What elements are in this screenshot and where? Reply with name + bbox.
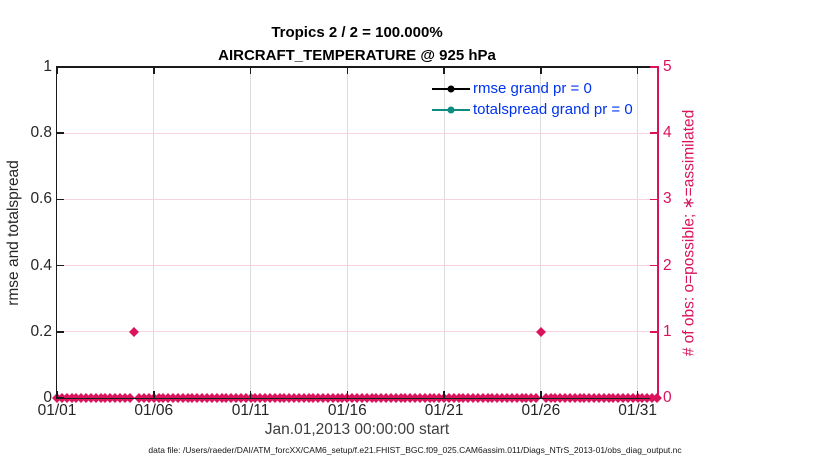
legend-marker-dot bbox=[447, 106, 455, 113]
plot-title-line1: Tropics 2 / 2 = 100.000% bbox=[271, 24, 443, 41]
legend-entry: totalspread grand pr = 0 bbox=[432, 99, 633, 120]
left-spine bbox=[55, 66, 58, 399]
right-tick-label: 0 bbox=[663, 389, 672, 406]
top-tick bbox=[636, 67, 639, 74]
top-tick bbox=[56, 67, 58, 74]
obs-marker bbox=[129, 326, 140, 337]
x-tick-label: 01/16 bbox=[327, 402, 367, 419]
right-tick-label: 4 bbox=[663, 124, 672, 142]
left-tick-label: 0.2 bbox=[30, 322, 52, 340]
top-tick bbox=[443, 67, 445, 74]
right-tick bbox=[650, 198, 657, 201]
x-gridline bbox=[346, 67, 348, 398]
left-tick-label: 1 bbox=[43, 58, 52, 75]
legend-entry-label: totalspread grand pr = 0 bbox=[473, 101, 633, 118]
left-tick-label: 0 bbox=[43, 389, 52, 406]
left-tick-label: 0.4 bbox=[30, 256, 52, 274]
left-tick bbox=[57, 132, 64, 134]
plot-area: rmse grand pr = 0 totalspread grand pr = … bbox=[52, 67, 662, 403]
legend: rmse grand pr = 0 totalspread grand pr = … bbox=[432, 78, 633, 120]
x-gridline bbox=[540, 67, 542, 398]
right-spine bbox=[657, 66, 659, 399]
x-tick-label: 01/11 bbox=[231, 402, 270, 419]
x-gridline bbox=[153, 67, 155, 398]
top-tick bbox=[153, 67, 155, 74]
obs-gridline bbox=[57, 331, 657, 333]
bottom-tick bbox=[540, 391, 542, 398]
bottom-spine bbox=[55, 397, 659, 400]
x-gridline bbox=[637, 67, 639, 398]
x-tick-label: 01/21 bbox=[424, 402, 464, 419]
x-axis-label: Jan.01,2013 00:00:00 start bbox=[264, 421, 450, 438]
x-tick-label: 01/31 bbox=[618, 402, 658, 419]
right-tick bbox=[650, 331, 657, 333]
right-axis-label: # of obs: o=possible; ∗=assimilated bbox=[680, 109, 698, 357]
x-gridline bbox=[250, 67, 252, 398]
obs-gridline bbox=[57, 198, 657, 200]
legend-line-sample bbox=[432, 85, 470, 92]
right-tick-label: 1 bbox=[663, 322, 672, 340]
bottom-tick bbox=[56, 391, 58, 398]
x-gridline bbox=[443, 67, 445, 398]
bottom-tick bbox=[346, 391, 349, 398]
bottom-tick bbox=[636, 391, 639, 398]
right-tick bbox=[650, 264, 657, 267]
right-tick-label: 5 bbox=[663, 58, 672, 75]
bottom-tick bbox=[249, 391, 252, 398]
left-tick bbox=[57, 198, 64, 201]
legend-line-sample bbox=[432, 106, 470, 113]
left-tick bbox=[57, 397, 64, 399]
x-tick-label: 01/01 bbox=[37, 402, 77, 419]
x-tick-label: 01/06 bbox=[134, 402, 174, 419]
data-file-path: data file: /Users/raeder/DAI/ATM_forcXX/… bbox=[148, 445, 682, 455]
obs-gridline bbox=[57, 132, 657, 134]
legend-entry-label: rmse grand pr = 0 bbox=[473, 80, 592, 97]
legend-entry: rmse grand pr = 0 bbox=[432, 78, 633, 99]
right-tick bbox=[650, 397, 657, 399]
right-tick bbox=[650, 66, 657, 68]
x-tick-label: 01/26 bbox=[521, 402, 561, 419]
left-tick-label: 0.6 bbox=[30, 190, 52, 208]
left-tick bbox=[57, 264, 64, 267]
obs-gridline bbox=[57, 265, 657, 267]
legend-marker-dot bbox=[447, 85, 455, 92]
right-tick-label: 3 bbox=[663, 190, 672, 208]
top-tick bbox=[346, 67, 349, 74]
left-tick-label: 0.8 bbox=[30, 124, 52, 142]
plot-title-line2: AIRCRAFT_TEMPERATURE @ 925 hPa bbox=[218, 47, 496, 64]
left-axis-label: rmse and totalspread bbox=[5, 160, 22, 306]
obs-marker bbox=[535, 326, 546, 337]
top-tick bbox=[540, 67, 542, 74]
right-tick bbox=[650, 132, 657, 134]
bottom-tick bbox=[153, 391, 155, 398]
top-tick bbox=[249, 67, 252, 74]
top-spine bbox=[55, 66, 659, 68]
left-tick bbox=[57, 331, 64, 333]
bottom-tick bbox=[443, 391, 445, 398]
right-tick-label: 2 bbox=[663, 256, 672, 274]
left-tick bbox=[57, 66, 64, 68]
